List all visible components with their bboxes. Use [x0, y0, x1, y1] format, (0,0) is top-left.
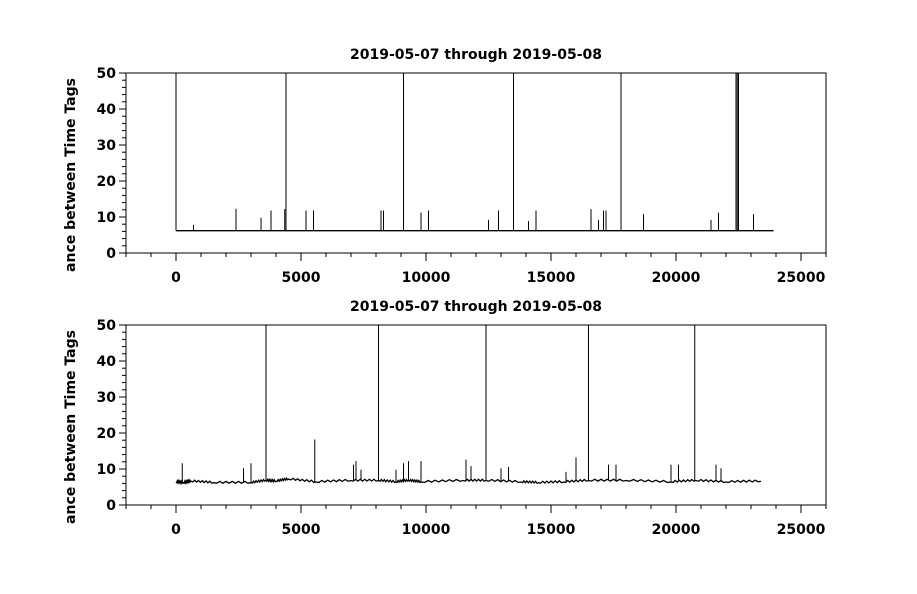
y-tick-label: 10 [97, 462, 117, 478]
plot-frame [125, 72, 827, 254]
x-tick-label: 5000 [282, 522, 321, 538]
bottom-panel: 2019-05-07 through 2019-05-08 ance betwee… [63, 299, 827, 538]
x-tick-label: 15000 [527, 270, 576, 286]
y-tick-label: 0 [106, 246, 116, 262]
y-tick-label: 50 [97, 318, 117, 334]
y-tick-label: 50 [97, 66, 117, 82]
chart-title: 2019-05-07 through 2019-05-08 [350, 47, 602, 63]
x-tick-label: 20000 [652, 522, 701, 538]
y-tick-label: 40 [97, 102, 117, 118]
y-tick-label: 10 [97, 210, 117, 226]
y-tick-label: 30 [97, 390, 117, 406]
x-tick-label: 10000 [402, 522, 451, 538]
y-axis-label: ance between Time Tags [63, 78, 79, 272]
x-tick-label: 5000 [282, 270, 321, 286]
y-tick-label: 20 [97, 174, 117, 190]
y-tick-label: 30 [97, 138, 117, 154]
x-tick-label: 0 [171, 522, 181, 538]
x-tick-label: 25000 [777, 270, 826, 286]
y-tick-label: 20 [97, 426, 117, 442]
x-tick-label: 0 [171, 270, 181, 286]
x-tick-label: 15000 [527, 522, 576, 538]
y-tick-label: 0 [106, 498, 116, 514]
top-panel: 2019-05-07 through 2019-05-08 ance betwee… [63, 47, 827, 286]
y-tick-label: 40 [97, 354, 117, 370]
x-tick-label: 25000 [777, 522, 826, 538]
x-tick-label: 20000 [652, 270, 701, 286]
series-baseline-line [175, 476, 762, 485]
chart-title: 2019-05-07 through 2019-05-08 [350, 299, 602, 315]
x-tick-label: 10000 [402, 270, 451, 286]
y-axis-label: ance between Time Tags [63, 330, 79, 524]
